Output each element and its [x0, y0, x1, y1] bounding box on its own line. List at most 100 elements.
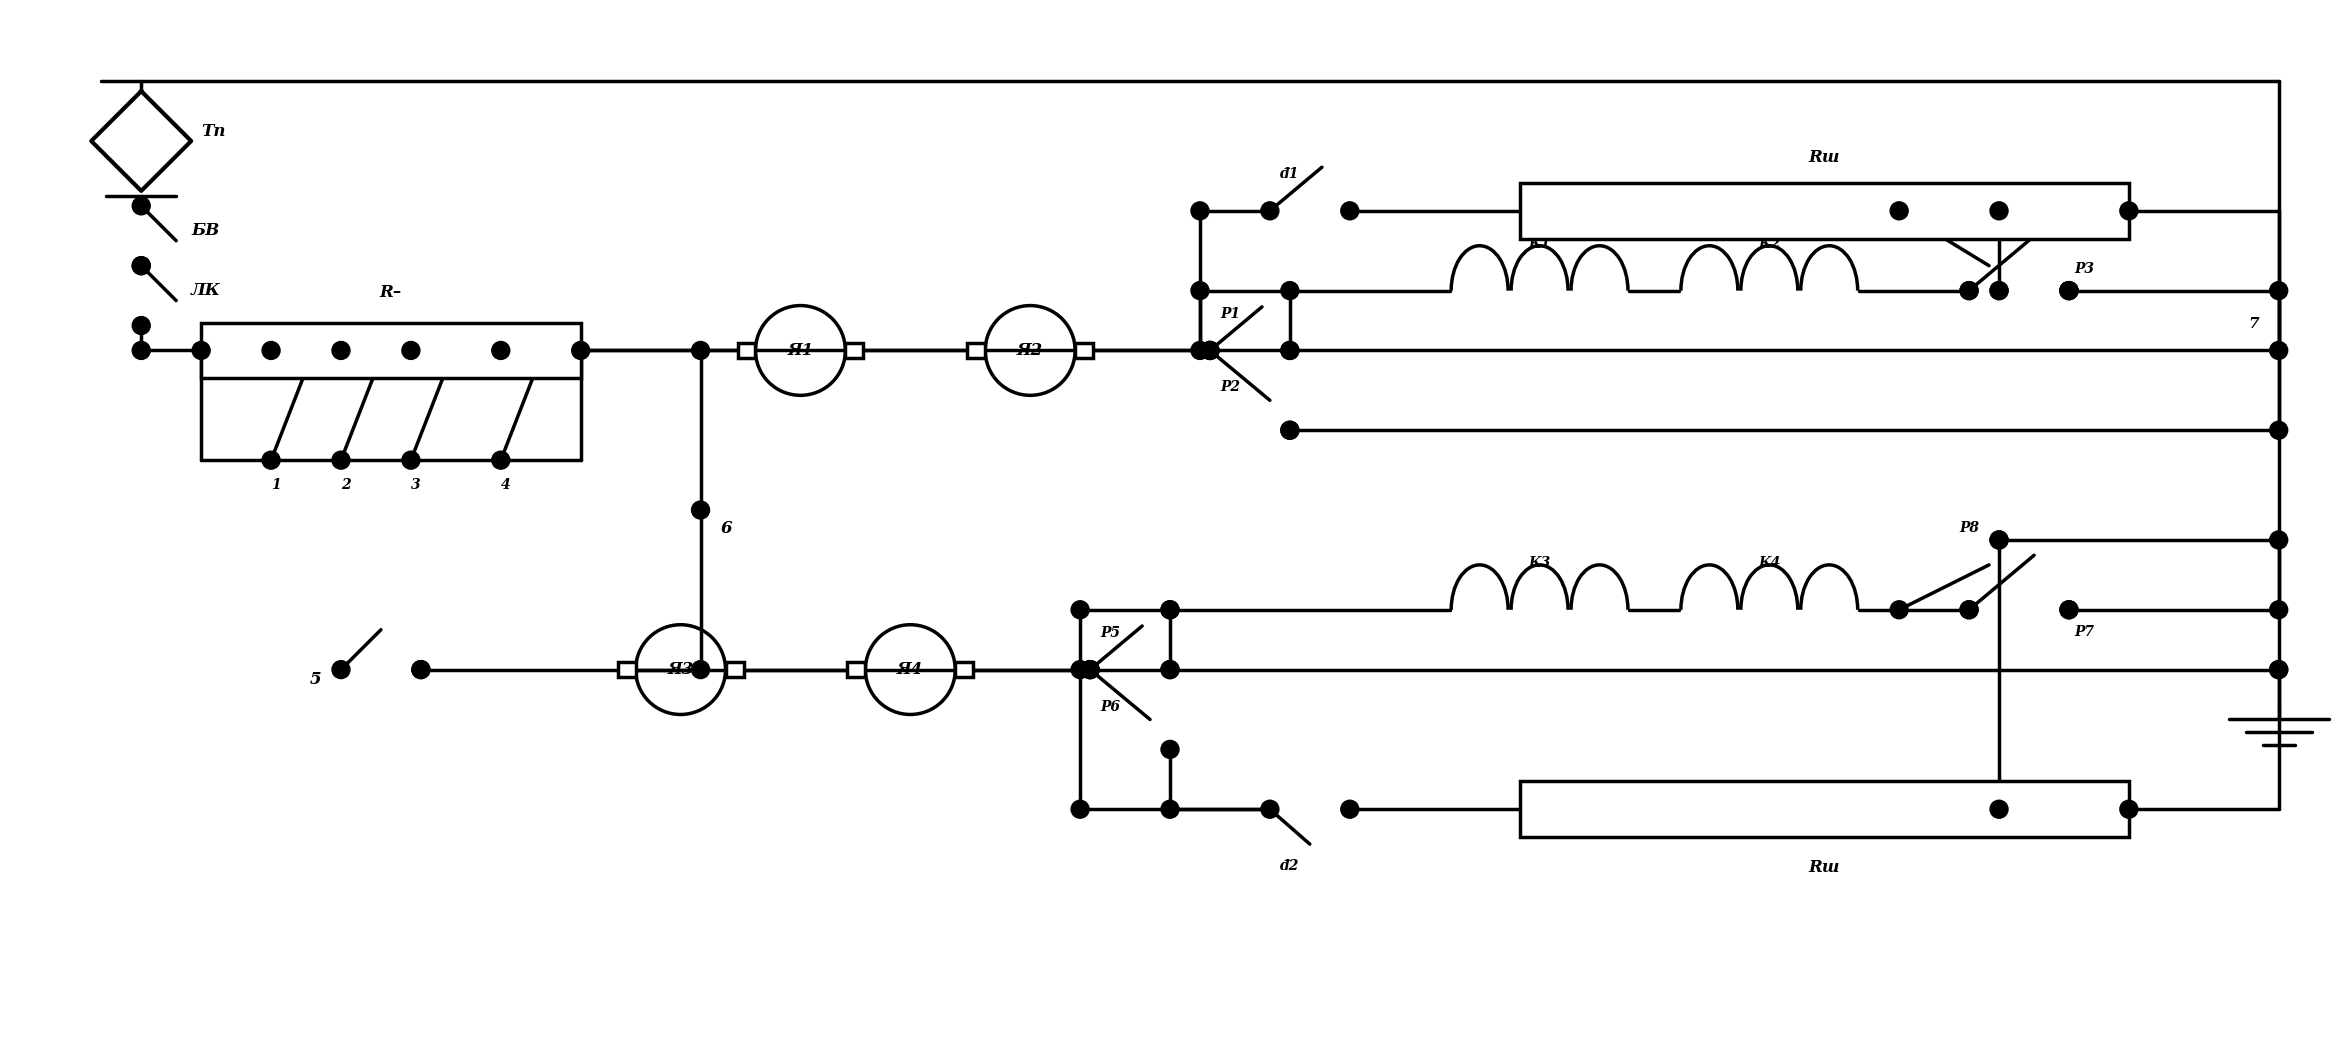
Circle shape — [2270, 660, 2287, 678]
Circle shape — [132, 257, 150, 275]
Text: К4: К4 — [1758, 555, 1781, 570]
Circle shape — [1281, 341, 1300, 360]
Text: R–: R– — [381, 284, 402, 301]
Circle shape — [193, 341, 209, 360]
Circle shape — [1960, 601, 1979, 619]
Text: К2: К2 — [1758, 237, 1781, 251]
Text: 1: 1 — [270, 478, 282, 492]
Circle shape — [1161, 601, 1180, 619]
Circle shape — [331, 660, 350, 678]
Circle shape — [1281, 421, 1300, 439]
Text: Р5: Р5 — [1100, 626, 1121, 640]
Circle shape — [2061, 282, 2077, 300]
Bar — [968, 343, 985, 358]
Circle shape — [1072, 800, 1088, 818]
Circle shape — [1990, 282, 2007, 300]
Circle shape — [1281, 421, 1300, 439]
Text: 4: 4 — [501, 478, 510, 492]
Circle shape — [691, 660, 710, 678]
Circle shape — [1342, 800, 1358, 818]
Circle shape — [1990, 531, 2007, 549]
Circle shape — [1889, 601, 1908, 619]
Bar — [848, 662, 865, 677]
Text: Rш: Rш — [1810, 859, 1840, 876]
Text: Я2: Я2 — [1018, 342, 1043, 359]
Circle shape — [691, 501, 710, 519]
Circle shape — [1889, 202, 1908, 219]
Circle shape — [2061, 282, 2077, 300]
Circle shape — [1262, 800, 1278, 818]
Circle shape — [1960, 282, 1979, 300]
Text: đ2: đ2 — [1281, 859, 1300, 874]
Circle shape — [1262, 202, 1278, 219]
Text: Р4: Р4 — [1960, 216, 1979, 230]
Text: Р3: Р3 — [2075, 262, 2094, 276]
Circle shape — [331, 341, 350, 360]
Circle shape — [1960, 282, 1979, 300]
Bar — [726, 662, 743, 677]
Circle shape — [1201, 341, 1220, 360]
Text: 6: 6 — [721, 520, 733, 537]
Bar — [1074, 343, 1093, 358]
Circle shape — [2061, 601, 2077, 619]
Circle shape — [1161, 800, 1180, 818]
Bar — [954, 662, 973, 677]
Text: Р6: Р6 — [1100, 700, 1121, 713]
Circle shape — [1191, 202, 1208, 219]
Circle shape — [1161, 740, 1180, 758]
Circle shape — [1081, 660, 1100, 678]
Text: Я3: Я3 — [667, 661, 693, 678]
Text: Я1: Я1 — [787, 342, 813, 359]
Circle shape — [1281, 341, 1300, 360]
Circle shape — [1990, 282, 2007, 300]
Circle shape — [491, 451, 510, 469]
Circle shape — [1081, 660, 1100, 678]
Circle shape — [2270, 531, 2287, 549]
Circle shape — [1960, 601, 1979, 619]
Circle shape — [263, 451, 280, 469]
Circle shape — [1161, 660, 1180, 678]
Text: Р8: Р8 — [1960, 521, 1979, 535]
Circle shape — [1072, 601, 1088, 619]
Circle shape — [1990, 800, 2007, 818]
Text: 2: 2 — [341, 478, 350, 492]
Bar — [1520, 183, 2129, 239]
Circle shape — [1990, 202, 2007, 219]
Circle shape — [1161, 601, 1180, 619]
Text: К3: К3 — [1528, 555, 1551, 570]
Circle shape — [402, 341, 421, 360]
Circle shape — [402, 451, 421, 469]
Circle shape — [1161, 660, 1180, 678]
Bar — [846, 343, 862, 358]
Text: Р2: Р2 — [1220, 381, 1241, 394]
Text: Я4: Я4 — [898, 661, 924, 678]
Circle shape — [2061, 282, 2077, 300]
Text: 3: 3 — [411, 478, 421, 492]
Circle shape — [2120, 800, 2139, 818]
Circle shape — [2270, 601, 2287, 619]
Text: Р1: Р1 — [1220, 307, 1241, 320]
Circle shape — [691, 341, 710, 360]
Text: đ1: đ1 — [1281, 166, 1300, 181]
Circle shape — [571, 341, 590, 360]
Bar — [738, 343, 754, 358]
Bar — [618, 662, 635, 677]
Circle shape — [411, 660, 430, 678]
Text: Rш: Rш — [1810, 149, 1840, 166]
Circle shape — [2270, 421, 2287, 439]
Text: БВ: БВ — [190, 223, 219, 239]
Circle shape — [1081, 660, 1100, 678]
Circle shape — [132, 197, 150, 215]
Circle shape — [132, 257, 150, 275]
Circle shape — [1201, 341, 1220, 360]
Text: Р7: Р7 — [2075, 625, 2094, 639]
Circle shape — [1201, 341, 1220, 360]
Circle shape — [2120, 202, 2139, 219]
Bar — [202, 322, 580, 379]
Circle shape — [491, 341, 510, 360]
Circle shape — [263, 341, 280, 360]
Text: К1: К1 — [1528, 237, 1551, 251]
Circle shape — [2270, 660, 2287, 678]
Circle shape — [1191, 282, 1208, 300]
Circle shape — [1072, 660, 1088, 678]
